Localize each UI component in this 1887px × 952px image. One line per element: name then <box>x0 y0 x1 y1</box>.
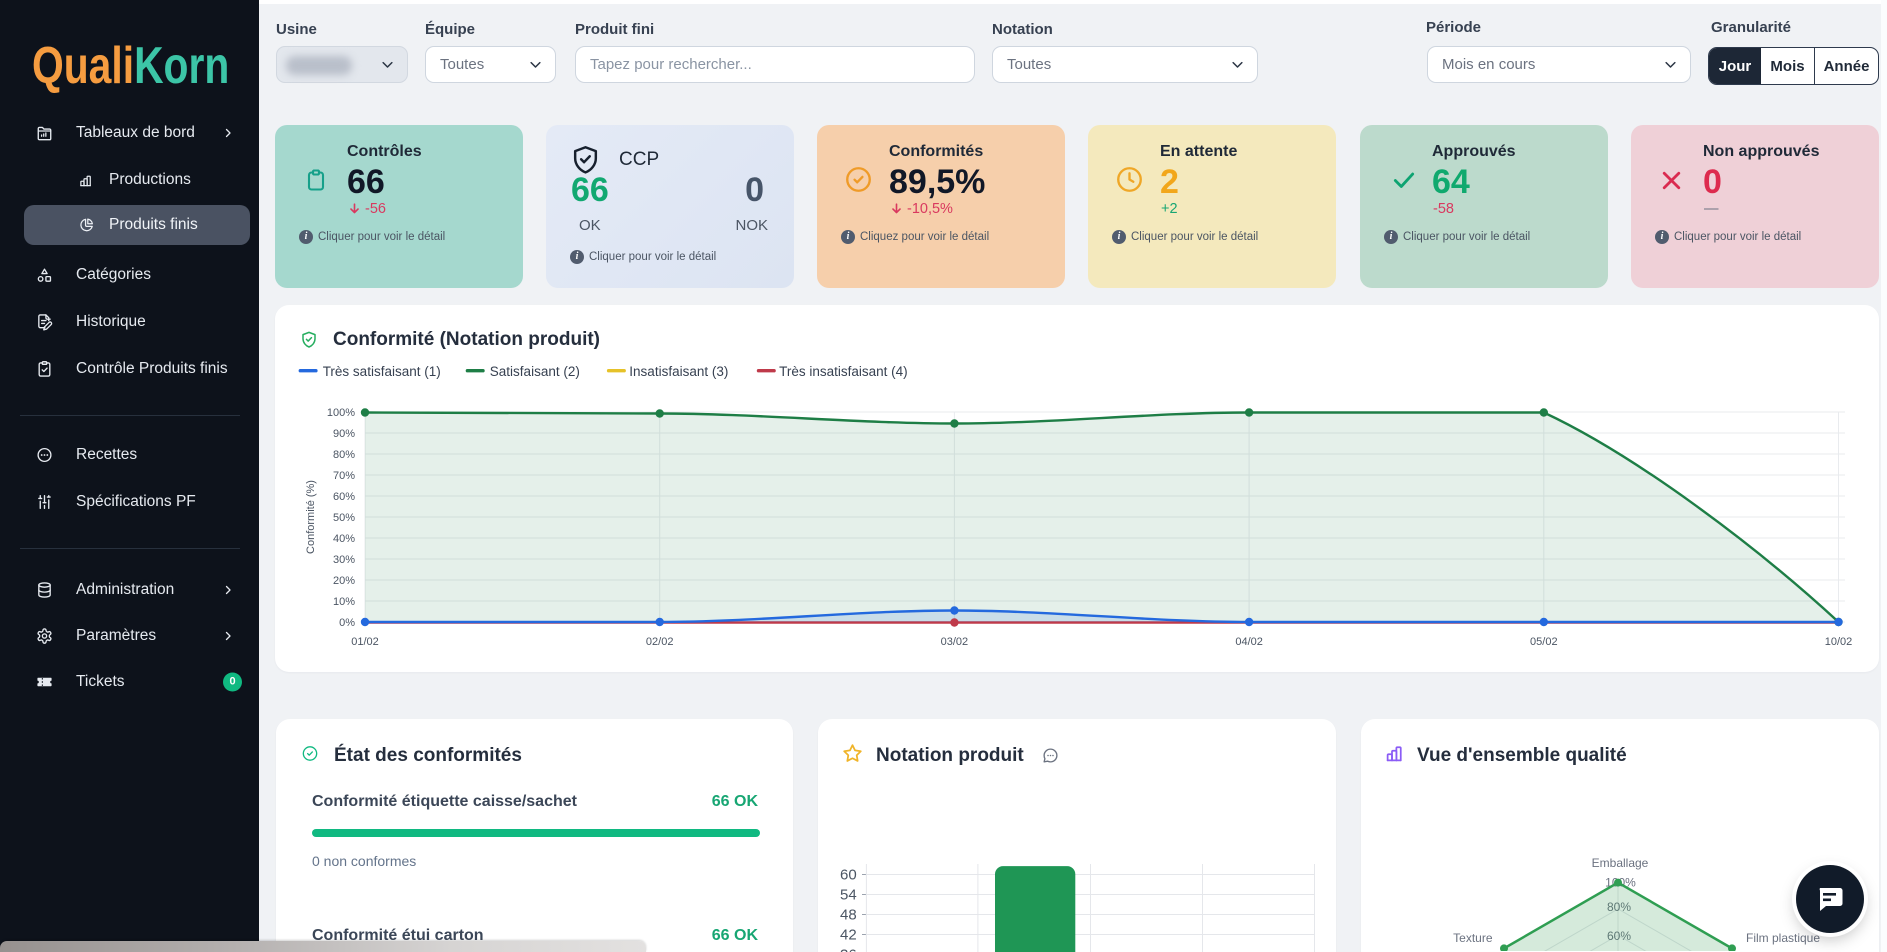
svg-text:Conformité (%): Conformité (%) <box>305 480 317 554</box>
svg-text:01/02: 01/02 <box>351 636 379 648</box>
svg-text:10%: 10% <box>333 596 355 608</box>
svg-text:Emballage: Emballage <box>1592 856 1649 870</box>
svg-text:80%: 80% <box>1607 900 1631 914</box>
svg-text:80%: 80% <box>333 449 355 461</box>
svg-text:70%: 70% <box>333 470 355 482</box>
svg-text:30%: 30% <box>333 554 355 566</box>
svg-text:90%: 90% <box>333 428 355 440</box>
svg-text:50%: 50% <box>333 512 355 524</box>
svg-text:48: 48 <box>840 907 857 924</box>
svg-text:02/02: 02/02 <box>646 636 674 648</box>
svg-text:54: 54 <box>840 887 857 904</box>
svg-text:20%: 20% <box>333 575 355 587</box>
svg-text:03/02: 03/02 <box>941 636 969 648</box>
svg-text:Très satisfaisant (1): Très satisfaisant (1) <box>323 364 441 379</box>
svg-text:42: 42 <box>840 927 857 944</box>
svg-text:Satisfaisant (2): Satisfaisant (2) <box>490 364 580 379</box>
svg-text:100%: 100% <box>327 407 355 419</box>
svg-text:60%: 60% <box>333 491 355 503</box>
svg-text:Texture: Texture <box>1453 931 1493 945</box>
svg-text:Très insatisfaisant (4): Très insatisfaisant (4) <box>779 364 908 379</box>
svg-text:60: 60 <box>840 867 857 884</box>
svg-text:10/02: 10/02 <box>1825 636 1853 648</box>
svg-text:36: 36 <box>840 947 857 952</box>
svg-text:05/02: 05/02 <box>1530 636 1558 648</box>
svg-text:60%: 60% <box>1607 929 1631 943</box>
svg-text:Insatisfaisant (3): Insatisfaisant (3) <box>629 364 728 379</box>
svg-text:40%: 40% <box>333 533 355 545</box>
svg-text:Film plastique: Film plastique <box>1746 931 1820 945</box>
svg-text:04/02: 04/02 <box>1235 636 1263 648</box>
svg-text:0%: 0% <box>339 617 355 629</box>
